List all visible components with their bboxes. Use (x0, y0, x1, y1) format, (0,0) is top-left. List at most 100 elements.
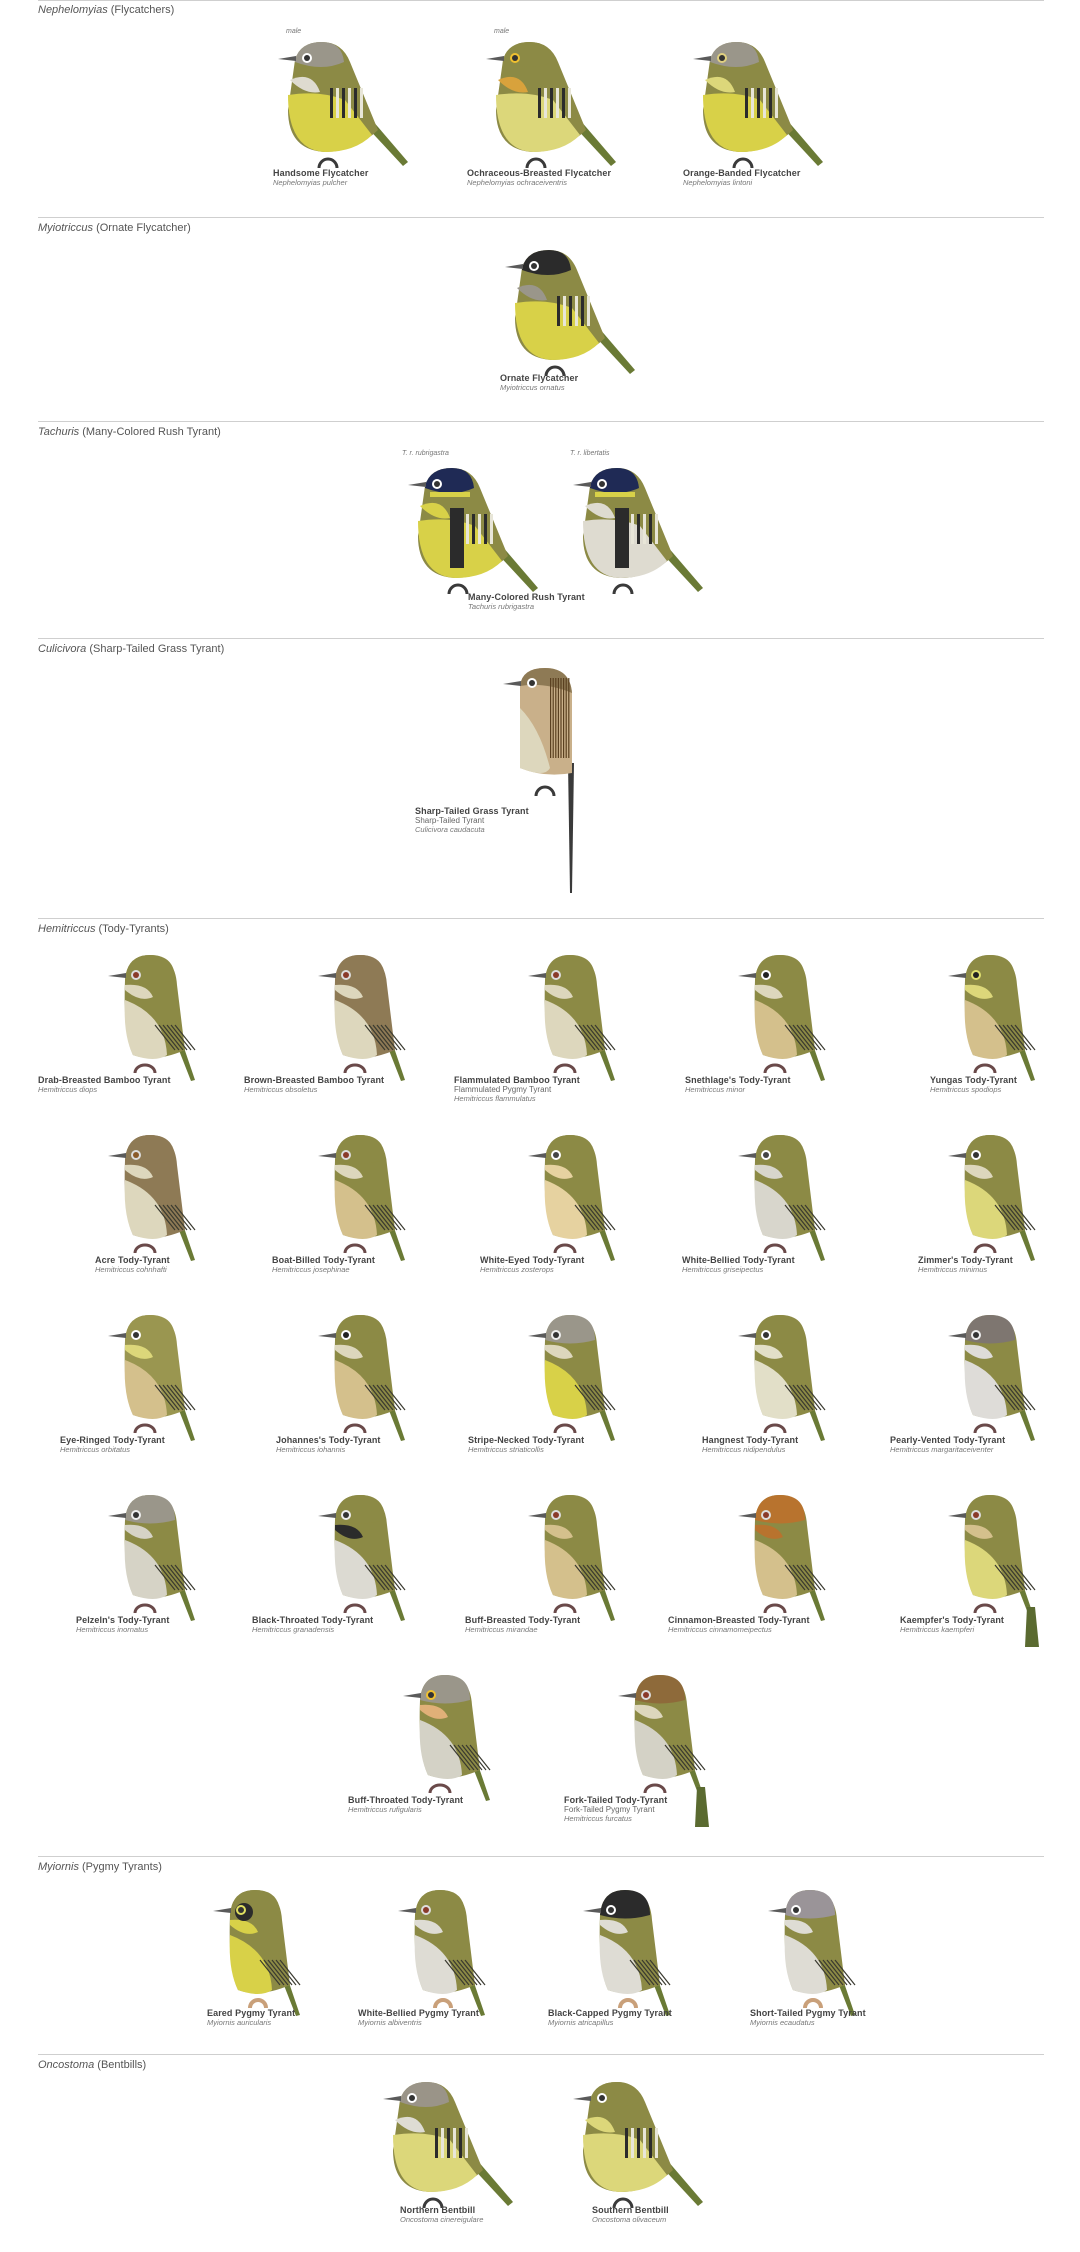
scientific-name: Hemitriccus obsoletus (244, 1085, 318, 1094)
common-name: Many-Colored Rush Tyrant (468, 592, 585, 602)
bird-throat (125, 1524, 153, 1539)
wing-stripe (376, 1384, 398, 1411)
section-divider (38, 2054, 1044, 2055)
wing-stripe (1002, 1024, 1024, 1051)
bird-caption: Yungas Tody-Tyrant Hemitriccus spodiops (930, 1075, 1017, 1094)
wing-stripe (645, 1959, 667, 1986)
section-divider (38, 217, 1044, 218)
eye (553, 1332, 559, 1338)
wing-stripe (158, 1024, 180, 1051)
wing-bar (459, 2128, 462, 2158)
scientific-name: Hemitriccus josephinae (272, 1265, 350, 1274)
bird-svg (408, 468, 538, 595)
bird-head (545, 1135, 595, 1164)
bill (528, 973, 546, 978)
wing-stripe (154, 1204, 176, 1231)
wing-stripe (1014, 1024, 1036, 1051)
bird-caption: Stripe-Necked Tody-Tyrant Hemitriccus str… (468, 1435, 584, 1454)
wing-bar (490, 514, 493, 544)
bill (948, 973, 966, 978)
wing-bar (354, 88, 357, 118)
feet (428, 1783, 452, 1794)
wing-bar (544, 88, 547, 118)
bill (408, 482, 426, 487)
bird-caption: Ochraceous-Breasted Flycatcher Nephelomyi… (467, 168, 611, 187)
bill (108, 1333, 126, 1338)
feet (343, 1423, 367, 1434)
wing-stripe (814, 1959, 836, 1986)
wing-bar (643, 2128, 646, 2158)
bird-svg (318, 1315, 406, 1441)
wing-stripe (162, 1564, 184, 1591)
scientific-name: Hemitriccus cinnamomeipectus (668, 1625, 772, 1634)
common-name: Snethlage's Tody-Tyrant (685, 1075, 791, 1085)
wing-stripe (586, 1564, 608, 1591)
section-divider (38, 918, 1044, 919)
scientific-name: Hemitriccus minor (685, 1085, 746, 1094)
feet (973, 1243, 997, 1254)
wing-stripe (586, 1384, 608, 1411)
feet (553, 1063, 577, 1074)
scientific-name: Tachuris rubrigastra (468, 602, 535, 611)
eye (531, 263, 537, 269)
bird-throat (965, 1524, 993, 1539)
wing-stripe (380, 1204, 402, 1231)
section-divider (38, 0, 1044, 1)
wing-stripe (464, 1959, 486, 1986)
bird-svg (318, 955, 406, 1081)
wing-stripe (469, 1744, 491, 1771)
feet (553, 1243, 577, 1254)
common-name: Kaempfer's Tody-Tyrant (900, 1615, 1005, 1625)
wing-bar (637, 2128, 640, 2158)
wing-bar (575, 296, 578, 326)
common-name: Drab-Breasted Bamboo Tyrant (38, 1075, 171, 1085)
wing-stripe (461, 1744, 483, 1771)
feet (534, 785, 556, 797)
bill (738, 1513, 756, 1518)
scientific-name: Oncostoma cinereigulare (400, 2215, 484, 2224)
wing-stripe (594, 1024, 616, 1051)
eye (428, 1692, 434, 1698)
bill (108, 973, 126, 978)
wing-stripe (796, 1204, 818, 1231)
common-name: Handsome Flycatcher (273, 168, 369, 178)
bird-svg (505, 250, 635, 377)
section-title-culicivora: Culicivora (Sharp-Tailed Grass Tyrant) (38, 643, 225, 655)
bird-svg (403, 1675, 491, 1801)
eye (512, 55, 518, 61)
bird-throat (420, 502, 450, 519)
feet (525, 157, 547, 169)
wing-stripe (633, 1959, 655, 1986)
section-title-myiotriccus: Myiotriccus (Ornate Flycatcher) (38, 222, 191, 234)
bird-belly (544, 1180, 587, 1239)
bird-svg (398, 1890, 486, 2016)
bill (768, 1908, 786, 1913)
bill (948, 1333, 966, 1338)
bird-caption: Black-Capped Pygmy Tyrant Myiornis atrica… (548, 2008, 672, 2027)
bird-belly (544, 1360, 587, 1419)
wing-stripe (574, 1024, 596, 1051)
feet (973, 1423, 997, 1434)
bill (403, 1693, 421, 1698)
wing-bar (435, 2128, 438, 2158)
wing-stripe (166, 1384, 188, 1411)
wing-stripe (170, 1384, 192, 1411)
bird-svg (768, 1890, 856, 2016)
bill (528, 1513, 546, 1518)
bird-head (965, 1495, 1015, 1524)
bird-caption: Northern Bentbill Oncostoma cinereigulare (400, 2205, 483, 2224)
wing-stripe (998, 1204, 1020, 1231)
bird-throat (498, 76, 528, 93)
bird-head (545, 1315, 595, 1344)
wing-stripe (162, 1384, 184, 1411)
wing-stripe (372, 1204, 394, 1231)
wing-bar (472, 514, 475, 544)
wing-stripe (158, 1564, 180, 1591)
bird-throat (335, 984, 363, 999)
wing-stripe (1002, 1384, 1024, 1411)
wing-bar (360, 88, 363, 118)
bird-head (125, 955, 175, 984)
eye (608, 1907, 614, 1913)
bird-caption: Pearly-Vented Tody-Tyrant Hemitriccus mar… (890, 1435, 1005, 1454)
bird-belly (964, 1540, 1007, 1599)
